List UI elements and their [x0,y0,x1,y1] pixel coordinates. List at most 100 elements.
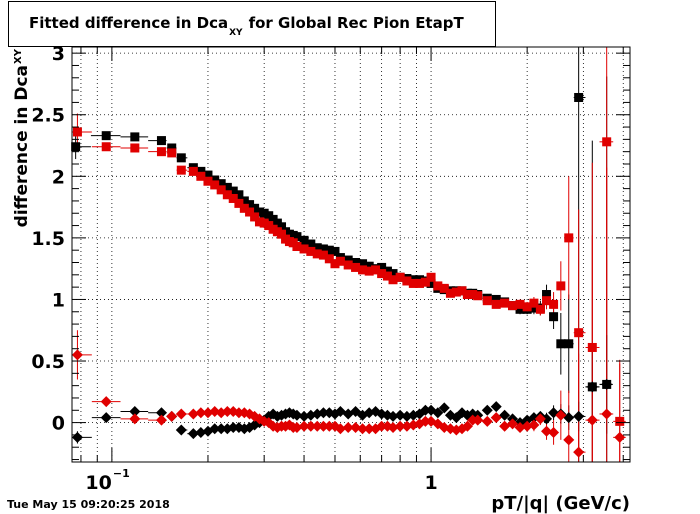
square-marker [351,258,361,268]
square-marker [556,339,566,349]
diamond-marker [521,420,533,432]
diamond-marker [298,420,310,432]
square-marker [101,131,111,141]
x-tick-label: 1 [424,472,437,494]
diamond-marker [548,426,560,438]
square-marker [529,303,539,313]
square-marker [130,132,140,142]
square-marker [515,299,525,309]
diamond-marker [175,424,187,436]
square-marker [292,232,302,242]
square-marker [234,190,244,200]
square-marker [216,185,226,195]
square-marker [324,245,334,255]
diamond-marker [601,378,613,390]
square-marker [426,272,436,282]
square-marker [330,246,340,256]
diamond-marker [227,422,239,434]
square-marker [439,283,449,293]
square-marker [228,186,238,196]
diamond-marker [166,410,178,422]
square-marker [330,259,340,269]
square-marker [210,180,220,190]
square-marker [156,136,166,146]
y-tick-label: 0 [52,413,65,435]
square-marker [574,92,584,102]
diamond-marker [71,349,83,361]
diamond-marker [323,420,335,432]
square-marker [388,275,398,285]
square-marker [216,179,226,189]
square-marker [167,143,177,153]
square-marker [299,235,309,245]
diamond-marker [499,409,511,421]
diamond-marker [175,408,187,420]
chart-title-sub: XY [229,28,243,38]
timestamp: Tue May 15 09:20:25 2018 [7,498,170,511]
square-marker [188,166,198,176]
diamond-marker [298,410,310,422]
diamond-marker [461,420,473,432]
diamond-marker [317,420,329,432]
diamond-marker [601,408,613,420]
diamond-marker [71,431,83,443]
square-marker [196,166,206,176]
square-marker [462,290,472,300]
diamond-marker [363,423,375,435]
square-marker [312,249,322,259]
square-marker [602,137,612,147]
square-marker [203,176,213,186]
square-marker [371,265,381,275]
square-marker [292,241,302,251]
y-tick-label: 2.5 [31,105,65,127]
square-marker [228,193,238,203]
diamond-marker [481,404,493,416]
diamond-marker [481,415,493,427]
diamond-marker [311,420,323,432]
square-marker [239,196,249,206]
square-marker [615,416,625,426]
y-axis-label-sub: XY [13,48,24,64]
square-marker [245,200,255,210]
diamond-marker [155,407,167,419]
square-marker [542,296,552,306]
square-marker [482,296,492,306]
diamond-marker [534,413,546,425]
diamond-marker [202,407,214,419]
chart-title-box: Fitted difference in DcaXY for Global Rec… [8,1,496,47]
square-marker [130,143,140,153]
y-tick-label: 2 [52,166,65,188]
axis-ticks [72,47,630,462]
diamond-marker [394,409,406,421]
diamond-marker [376,420,388,432]
x-tick-labels: 10 −1 1 [85,467,437,494]
square-marker [254,207,264,217]
square-marker [324,254,334,264]
diamond-marker [573,410,585,422]
square-marker [222,190,232,200]
square-marker [549,312,559,322]
diamond-marker [215,423,227,435]
square-marker [203,170,213,180]
square-marker [529,298,539,308]
square-marker [508,301,518,311]
square-marker [250,203,260,213]
chart-title: Fitted difference in DcaXY for Global Rec… [29,14,464,38]
square-marker [250,212,260,222]
plot-frame [71,46,631,463]
square-marker [402,276,412,286]
square-marker [535,304,545,314]
square-marker [364,261,374,271]
diamond-marker [100,396,112,408]
square-marker [564,233,574,243]
square-marker [351,262,361,272]
diamond-marker [129,406,141,418]
square-marker [259,218,269,228]
square-marker [522,302,532,312]
square-marker [335,256,345,266]
diamond-marker [187,408,199,420]
diamond-marker [614,431,626,443]
diamond-marker [195,407,207,419]
diamond-marker [357,423,369,435]
